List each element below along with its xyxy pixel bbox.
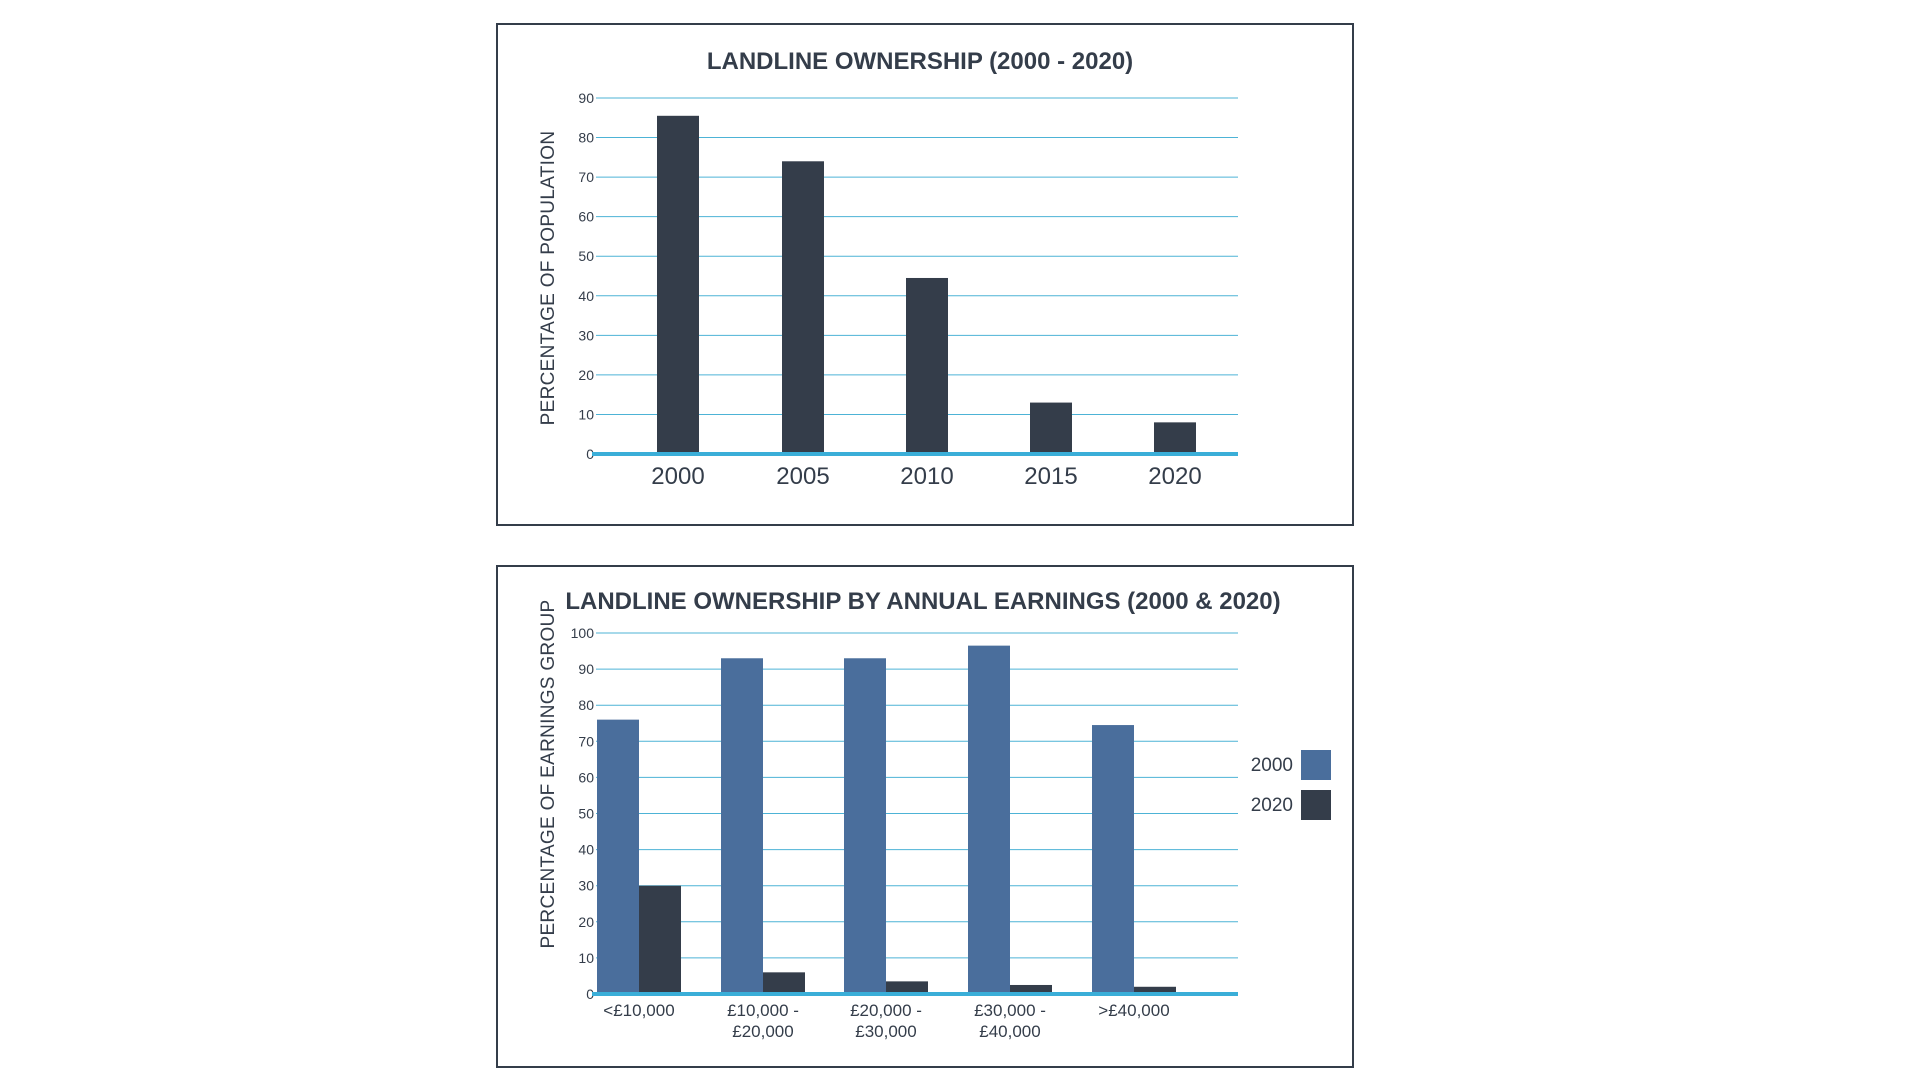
chart-title: LANDLINE OWNERSHIP (2000 - 2020) [707,48,1133,75]
x-tick-label: 2015 [1024,463,1077,490]
y-tick-label: 90 [578,90,594,106]
chart-panel-landline-ownership-by-earnings: LANDLINE OWNERSHIP BY ANNUAL EARNINGS (2… [496,565,1354,1068]
bar-2020-4 [1134,986,1176,994]
x-tick-label: 2010 [900,463,953,490]
legend-label: 2000 [1251,755,1293,776]
y-axis-label: PERCENTAGE OF EARNINGS GROUP [538,599,559,948]
y-axis-label: PERCENTAGE OF POPULATION [538,131,559,426]
y-tick-label: 40 [578,288,594,304]
x-tick-label: 2005 [776,463,829,490]
chart-landline-ownership: LANDLINE OWNERSHIP (2000 - 2020) PERCENT… [538,48,1238,490]
y-tick-label: 20 [578,367,594,383]
bar-2020-2 [886,981,928,994]
x-tick-label: £30,000 [855,1022,916,1041]
bar-2020 [1154,422,1196,454]
chart-title: LANDLINE OWNERSHIP BY ANNUAL EARNINGS (2… [565,588,1280,615]
bar-2000-1 [721,658,763,994]
chart-panel-landline-ownership: LANDLINE OWNERSHIP (2000 - 2020) PERCENT… [496,23,1354,526]
bar-2015 [1030,402,1072,454]
y-tick-label: 30 [578,327,594,343]
legend-swatch [1301,750,1331,780]
y-tick-label: 80 [578,130,594,146]
legend-label: 2020 [1251,795,1293,816]
legend-swatch [1301,790,1331,820]
bar-2005 [782,161,824,455]
x-tick-label: £20,000 - [850,1001,922,1020]
bar-2010 [906,277,948,454]
y-tick-label: 60 [578,769,594,785]
y-tick-label: 50 [578,806,594,822]
bar-2020-0 [639,885,681,994]
y-tick-label: 40 [578,842,594,858]
y-tick-label: 30 [578,878,594,894]
bar-2000-0 [597,719,639,994]
y-tick-label: 0 [586,446,594,462]
x-tick-label: 2020 [1148,463,1201,490]
x-tick-label: £20,000 [732,1022,793,1041]
y-tick-label: 100 [571,625,595,641]
bar-2000-2 [844,658,886,994]
x-tick-label: £30,000 - [974,1001,1046,1020]
x-tick-label: £10,000 - [727,1001,799,1020]
x-tick-label: £40,000 [979,1022,1040,1041]
y-tick-label: 0 [586,986,594,1002]
y-tick-label: 20 [578,914,594,930]
y-tick-label: 80 [578,697,594,713]
y-tick-label: 10 [578,950,594,966]
y-tick-label: 50 [578,248,594,264]
legend: 2000 2020 [1251,750,1331,820]
y-tick-label: 10 [578,406,594,422]
bar-2020-3 [1010,984,1052,994]
bar-2020-1 [763,972,805,994]
bar-2000-3 [968,645,1010,994]
bar-2000 [657,115,699,455]
x-tick-label: >£40,000 [1098,1001,1169,1020]
y-tick-label: 70 [578,169,594,185]
x-tick-label: 2000 [651,463,704,490]
chart-landline-ownership-by-earnings: LANDLINE OWNERSHIP BY ANNUAL EARNINGS (2… [538,588,1331,1041]
y-tick-label: 60 [578,209,594,225]
y-tick-label: 70 [578,733,594,749]
y-tick-label: 90 [578,661,594,677]
bar-2000-4 [1092,725,1134,994]
x-tick-label: <£10,000 [603,1001,674,1020]
